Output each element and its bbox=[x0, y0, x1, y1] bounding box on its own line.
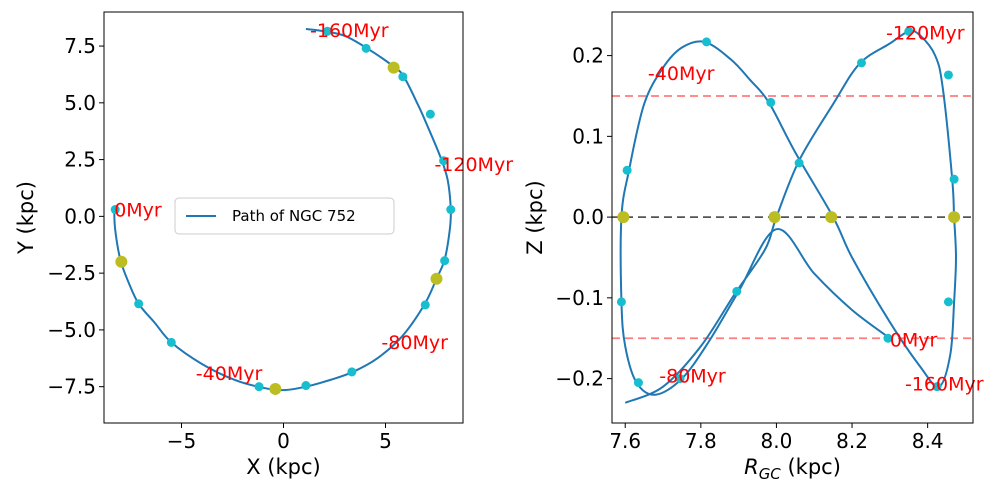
time-annotation: -120Myr bbox=[434, 154, 513, 176]
time-step-marker bbox=[254, 382, 264, 392]
legend-label: Path of NGC 752 bbox=[232, 207, 356, 225]
x-axis-label-symbol: R bbox=[744, 455, 759, 479]
time-step-marker bbox=[702, 37, 712, 47]
y-tick-label: 0.0 bbox=[64, 204, 96, 228]
time-step-marker bbox=[949, 174, 959, 184]
time-step-marker bbox=[425, 109, 435, 119]
time-annotation: -40Myr bbox=[648, 63, 715, 85]
x-tick-label: 5 bbox=[379, 429, 392, 453]
time-annotation: -160Myr bbox=[310, 20, 389, 42]
y-tick-label: −0.2 bbox=[555, 367, 604, 391]
y-tick-label: 0.1 bbox=[572, 124, 604, 148]
y-tick-label: −2.5 bbox=[47, 261, 96, 285]
y-tick-label: 5.0 bbox=[64, 91, 96, 115]
time-step-marker bbox=[856, 58, 866, 68]
legend-box bbox=[174, 197, 395, 235]
time-annotation: -160Myr bbox=[905, 374, 984, 396]
plane-crossing-marker bbox=[115, 255, 128, 268]
time-step-marker bbox=[322, 26, 332, 36]
time-annotation: -40Myr bbox=[196, 363, 263, 385]
time-step-marker bbox=[904, 26, 914, 36]
time-step-marker bbox=[301, 381, 311, 391]
time-step-marker bbox=[420, 300, 430, 310]
y-axis-label: Y (kpc) bbox=[14, 181, 38, 255]
x-tick-label: 0 bbox=[277, 429, 290, 453]
plane-crossing-marker bbox=[430, 272, 443, 285]
x-axis-label-unit: (kpc) bbox=[781, 455, 841, 479]
plane-crossing-marker bbox=[948, 211, 961, 224]
time-step-marker bbox=[439, 156, 449, 166]
time-step-marker bbox=[446, 205, 456, 215]
y-tick-label: 0.0 bbox=[572, 205, 604, 229]
x-axis-label: X (kpc) bbox=[246, 455, 320, 479]
y-tick-label: −0.1 bbox=[555, 286, 604, 310]
time-step-marker bbox=[398, 72, 408, 82]
time-annotation: -120Myr bbox=[886, 22, 965, 44]
y-tick-label: 0.2 bbox=[572, 44, 604, 68]
x-tick-label: 8.2 bbox=[836, 429, 868, 453]
orbit-path-line bbox=[619, 29, 957, 404]
legend: Path of NGC 752 bbox=[174, 197, 395, 235]
x-tick-label: −5 bbox=[167, 429, 196, 453]
x-tick-label: 8.0 bbox=[761, 429, 793, 453]
y-tick-label: −7.5 bbox=[47, 375, 96, 399]
y-tick-label: 7.5 bbox=[64, 34, 96, 58]
time-step-marker bbox=[134, 299, 144, 309]
y-axis-label: Z (kpc) bbox=[523, 180, 547, 254]
right-panel-rz-orbit: 0Myr -40Myr -80Myr -120Myr -160Myr 7.6 7.8 8.0 8… bbox=[523, 11, 984, 483]
time-step-marker bbox=[943, 297, 953, 307]
time-annotation: 0Myr bbox=[890, 329, 938, 351]
x-axis-label: RGC (kpc) bbox=[744, 455, 841, 483]
time-step-marker bbox=[766, 97, 776, 107]
x-tick-label: 7.6 bbox=[609, 429, 641, 453]
time-step-marker bbox=[932, 382, 942, 392]
time-step-marker bbox=[440, 256, 450, 266]
time-step-marker bbox=[616, 297, 626, 307]
time-step-marker bbox=[622, 165, 632, 175]
left-panel-xy-orbit: 0Myr -40Myr -80Myr -120Myr -160Myr −5 0 5 7.5 5.0… bbox=[14, 11, 513, 479]
time-annotation: -80Myr bbox=[381, 332, 448, 354]
plane-crossing-marker bbox=[768, 211, 781, 224]
time-step-marker bbox=[633, 378, 643, 388]
plane-crossing-marker bbox=[387, 61, 400, 74]
plane-crossing-marker bbox=[269, 382, 282, 395]
time-step-marker bbox=[675, 374, 685, 384]
time-step-marker bbox=[883, 333, 893, 343]
time-step-marker bbox=[732, 286, 742, 296]
x-tick-label: 7.8 bbox=[685, 429, 717, 453]
plane-crossing-marker bbox=[617, 211, 630, 224]
time-step-marker bbox=[110, 205, 120, 215]
time-step-marker bbox=[943, 70, 953, 80]
x-axis-label-subscript: GC bbox=[759, 465, 782, 483]
time-annotation: 0Myr bbox=[114, 199, 162, 221]
x-tick-label: 8.4 bbox=[912, 429, 944, 453]
y-tick-label: 2.5 bbox=[64, 148, 96, 172]
plane-crossing-marker bbox=[825, 211, 838, 224]
time-step-marker bbox=[794, 158, 804, 168]
time-step-marker bbox=[166, 337, 176, 347]
time-step-marker bbox=[361, 43, 371, 53]
y-tick-label: −5.0 bbox=[47, 318, 96, 342]
time-annotation: -80Myr bbox=[659, 366, 726, 388]
time-step-marker bbox=[347, 367, 357, 377]
